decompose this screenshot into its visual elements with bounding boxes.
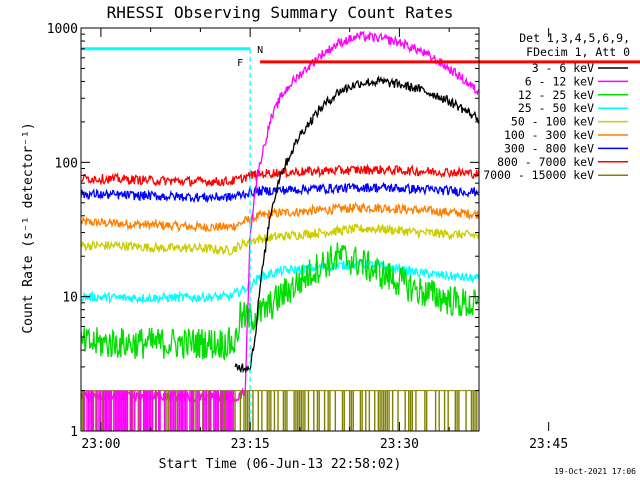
plot-frame: [80, 27, 480, 432]
axes: 110100100023:0023:1523:3023:4500:0000:15…: [47, 22, 569, 452]
x-tick-label: 23:45: [529, 437, 568, 452]
chart-title: RHESSI Observing Summary Count Rates: [107, 3, 454, 22]
flag-label: N: [257, 45, 263, 56]
y-axis-label: Count Rate (s⁻¹ detector⁻¹): [21, 122, 36, 333]
series-line: [234, 75, 479, 374]
legend-entry-label: 50 - 100 keV: [511, 115, 594, 129]
series-line: [81, 258, 479, 305]
x-tick-label: 23:15: [231, 437, 270, 452]
series-line: [81, 163, 479, 188]
legend-entry-label: 3 - 6 keV: [532, 61, 594, 75]
legend: Det 1,3,4,5,6,9,FDecim 1, Att 0 3 - 6 keV…: [483, 31, 630, 182]
x-tick-label: 23:30: [380, 437, 419, 452]
legend-entry-label: 6 - 12 keV: [525, 74, 594, 88]
footer-timestamp: 19-Oct-2021 17:06: [554, 467, 636, 476]
y-tick-label: 100: [55, 156, 78, 171]
legend-entry-label: 12 - 25 keV: [518, 88, 594, 102]
legend-entry-label: 300 - 800 keV: [504, 141, 594, 155]
y-tick-label: 10: [62, 291, 78, 306]
x-tick-label: 23:00: [81, 437, 120, 452]
legend-header: Det 1,3,4,5,6,9,: [519, 31, 630, 45]
y-tick-label: 1000: [47, 22, 78, 37]
legend-header: FDecim 1, Att 0: [526, 45, 630, 59]
flag-label: F: [237, 58, 243, 69]
series-line: [81, 201, 479, 233]
legend-entry-label: 7000 - 15000 keV: [483, 168, 594, 182]
state-flags: NFS: [81, 45, 640, 431]
series-line: [81, 181, 479, 204]
legend-entry-label: 100 - 300 keV: [504, 128, 594, 142]
y-tick-label: 1: [70, 425, 78, 440]
x-axis-label: Start Time (06-Jun-13 22:58:02): [159, 457, 402, 472]
series-line: [81, 222, 479, 256]
legend-entry-label: 800 - 7000 keV: [497, 155, 594, 169]
series-line: [81, 242, 479, 361]
plot-area: [81, 30, 479, 431]
legend-entry-label: 25 - 50 keV: [518, 101, 594, 115]
